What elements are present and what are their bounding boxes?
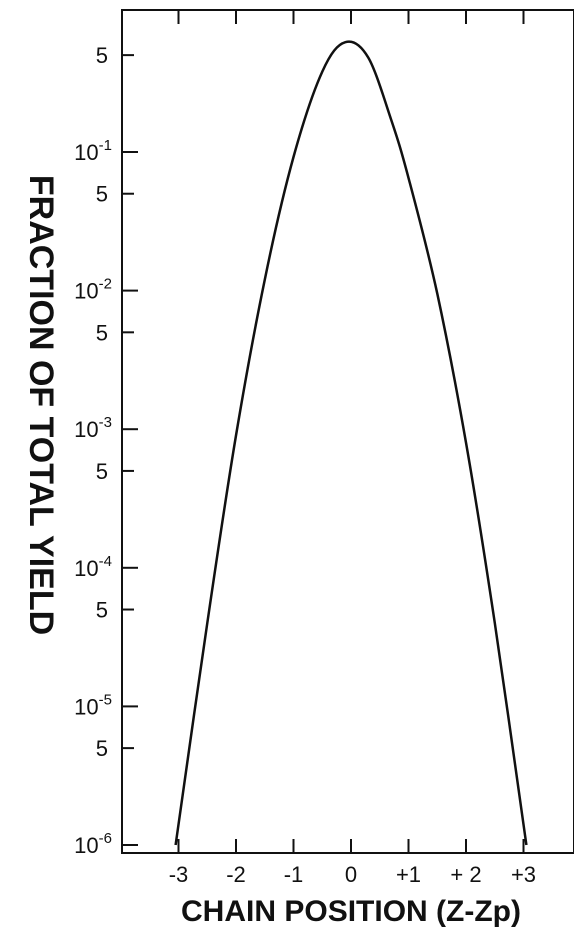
y-tick-label: 10-3	[74, 414, 112, 442]
x-bottom-ticks	[177, 839, 525, 853]
x-tick-labels: -3 -2 -1 0 +1 + 2 +3	[169, 862, 536, 887]
y-tick-label: 5	[96, 43, 108, 68]
y-tick-label: 10-6	[74, 830, 112, 858]
x-tick-label: +3	[511, 862, 536, 887]
y-tick-label: 10-2	[74, 276, 112, 304]
x-top-ticks	[177, 10, 525, 24]
plot-frame	[121, 9, 574, 854]
series-line	[174, 40, 528, 846]
y-tick-label: 10-4	[74, 553, 112, 581]
x-tick-label: +1	[396, 862, 421, 887]
x-tick-label: -3	[169, 862, 189, 887]
y-tick-labels: 5 10-1 5 10-2 5 10-3 5 10-4 5 10-5 5 10-6	[74, 43, 112, 858]
y-tick-label: 5	[96, 320, 108, 345]
x-tick-label: -1	[284, 862, 304, 887]
x-axis-label: CHAIN POSITION (Z-Zp)	[181, 895, 521, 928]
x-tick-label: 0	[345, 862, 357, 887]
y-tick-label: 5	[96, 182, 108, 207]
y-axis-label: FRACTION OF TOTAL YIELD	[22, 175, 60, 635]
y-tick-label: 10-5	[74, 691, 112, 719]
y-tick-label: 5	[96, 736, 108, 761]
y-tick-label: 10-1	[74, 137, 112, 165]
x-tick-label: + 2	[450, 862, 481, 887]
y-tick-label: 5	[96, 459, 108, 484]
y-ticks	[122, 54, 138, 846]
y-tick-label: 5	[96, 598, 108, 623]
x-tick-label: -2	[226, 862, 246, 887]
